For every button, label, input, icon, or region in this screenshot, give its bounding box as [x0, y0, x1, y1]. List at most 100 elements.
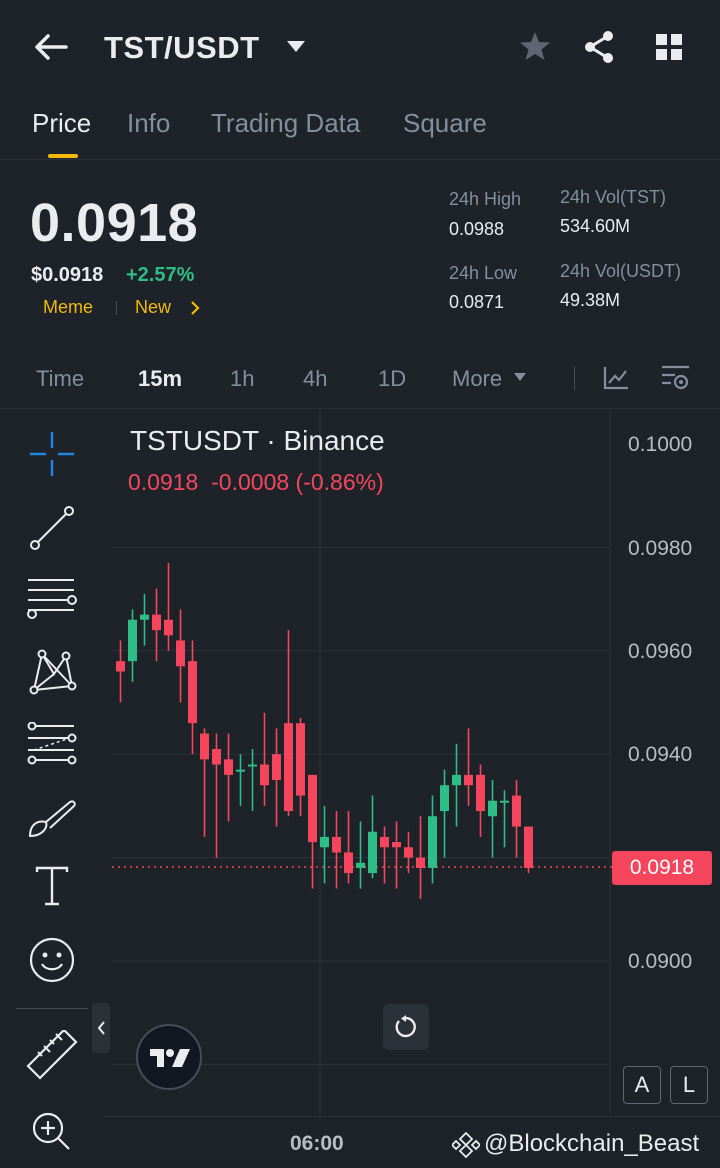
tab-price[interactable]: Price: [32, 108, 92, 138]
auto-scale-button[interactable]: A: [623, 1066, 661, 1104]
stat-high-label: 24h High: [449, 189, 522, 209]
candle-body: [356, 862, 365, 868]
candle-body: [128, 619, 137, 662]
timeframe-4h[interactable]: 4h: [303, 366, 328, 391]
candle-body: [260, 764, 269, 786]
caret-down-icon[interactable]: [286, 40, 306, 54]
tag-divider: [116, 301, 117, 315]
stat-vol-usdt-label: 24h Vol(USDT): [560, 261, 682, 281]
usd-price: $0.0918: [31, 264, 104, 286]
chart-settings-icon[interactable]: [661, 364, 691, 392]
chart-symbol: TSTUSDT · Binance: [130, 425, 385, 456]
candle-body: [524, 826, 533, 868]
y-tick-label: 0.0900: [628, 950, 693, 973]
tag-meme[interactable]: Meme: [43, 297, 94, 317]
candle-body: [200, 733, 209, 760]
candle-body: [368, 831, 377, 874]
candle-body: [476, 774, 485, 812]
back-arrow-icon[interactable]: [32, 31, 68, 63]
toolbar-collapse-handle[interactable]: [92, 1003, 110, 1053]
candle-body: [344, 852, 353, 874]
candle-body: [512, 795, 521, 827]
indicator-chart-icon[interactable]: [603, 366, 629, 390]
ruler-icon[interactable]: [24, 1030, 80, 1082]
share-icon[interactable]: [583, 30, 615, 64]
candle-body: [380, 836, 389, 848]
stat-vol-tst-label: 24h Vol(TST): [560, 187, 667, 207]
candle-body: [284, 723, 293, 812]
candle-body: [164, 619, 173, 636]
stat-high-value: 0.0988: [449, 219, 505, 239]
top-bar: TST/USDT: [0, 0, 720, 95]
tab-square[interactable]: Square: [403, 108, 487, 138]
active-tab-indicator: [48, 154, 78, 158]
tab-bar: Price Info Trading Data Square: [0, 100, 720, 160]
candle-body: [188, 661, 197, 724]
horizontal-lines-icon[interactable]: [26, 576, 78, 624]
candle-body: [416, 857, 425, 868]
y-tick-label: 0.0960: [628, 640, 693, 663]
stat-low-label: 24h Low: [449, 263, 518, 283]
candle-body: [176, 640, 185, 667]
pattern-icon[interactable]: [26, 646, 78, 698]
stat-vol-tst-value: 534.60M: [560, 216, 631, 236]
candle-body: [428, 816, 437, 868]
drawing-toolbar: [0, 410, 104, 1168]
candle-body: [212, 749, 221, 765]
tab-info[interactable]: Info: [127, 108, 171, 138]
trend-line-icon[interactable]: [28, 504, 76, 552]
tradingview-logo[interactable]: [136, 1024, 202, 1090]
timeframe-more[interactable]: More: [452, 366, 503, 391]
candle-body: [488, 800, 497, 817]
ohlc-readout: 0.0918 -0.0008 (-0.86%): [128, 469, 384, 496]
tag-new[interactable]: New: [135, 297, 172, 317]
candle-body: [320, 836, 329, 848]
watermark-text: @Blockchain_Beast: [484, 1130, 700, 1157]
stat-vol-usdt-value: 49.38M: [560, 290, 621, 310]
candle-body: [140, 614, 149, 620]
grid-menu-icon[interactable]: [655, 33, 683, 61]
y-tick-label: 0.0980: [628, 537, 693, 560]
zoom-in-icon[interactable]: [30, 1110, 72, 1152]
crosshair-icon[interactable]: [28, 430, 76, 478]
current-price-tag: 0.0918: [612, 851, 712, 885]
ohlc-change: -0.0008 (-0.86%): [211, 469, 384, 495]
star-icon[interactable]: [519, 30, 551, 62]
binance-logo-icon: [452, 1131, 480, 1159]
chevron-right-icon[interactable]: [190, 301, 200, 315]
reset-chart-button[interactable]: [383, 1004, 429, 1050]
candle-body: [392, 842, 401, 848]
refresh-icon: [395, 1015, 416, 1038]
candle-body: [332, 836, 341, 853]
candle-body: [308, 774, 317, 843]
more-caret-icon[interactable]: [513, 372, 527, 382]
candle-body: [236, 769, 245, 772]
candle-body: [452, 774, 461, 786]
timeframe-1d[interactable]: 1D: [378, 366, 407, 391]
timeframe-time[interactable]: Time: [36, 366, 85, 391]
toolbar-divider: [574, 366, 575, 390]
price-change-percent: +2.57%: [126, 264, 195, 286]
timeframe-15m[interactable]: 15m: [138, 366, 183, 391]
pair-title[interactable]: TST/USDT: [104, 30, 260, 65]
text-tool-icon[interactable]: [34, 866, 70, 908]
emoji-icon[interactable]: [28, 936, 76, 984]
candle-body: [500, 800, 509, 803]
candle-body: [464, 774, 473, 786]
candle-body: [272, 754, 281, 781]
candle-body: [116, 661, 125, 672]
candle-body: [152, 614, 161, 631]
tradingview-logo-icon: [150, 1049, 190, 1067]
y-tick-label: 0.0940: [628, 743, 693, 766]
log-scale-button[interactable]: L: [670, 1066, 708, 1104]
brush-icon[interactable]: [26, 796, 80, 840]
fibonacci-icon[interactable]: [26, 722, 78, 766]
candle-body: [248, 764, 257, 767]
candle-body: [224, 759, 233, 775]
timeframe-1h[interactable]: 1h: [230, 366, 255, 391]
candle-body: [404, 847, 413, 858]
x-tick-label: 06:00: [290, 1132, 344, 1155]
chevron-left-icon: [97, 1021, 105, 1035]
tab-trading-data[interactable]: Trading Data: [211, 108, 361, 138]
